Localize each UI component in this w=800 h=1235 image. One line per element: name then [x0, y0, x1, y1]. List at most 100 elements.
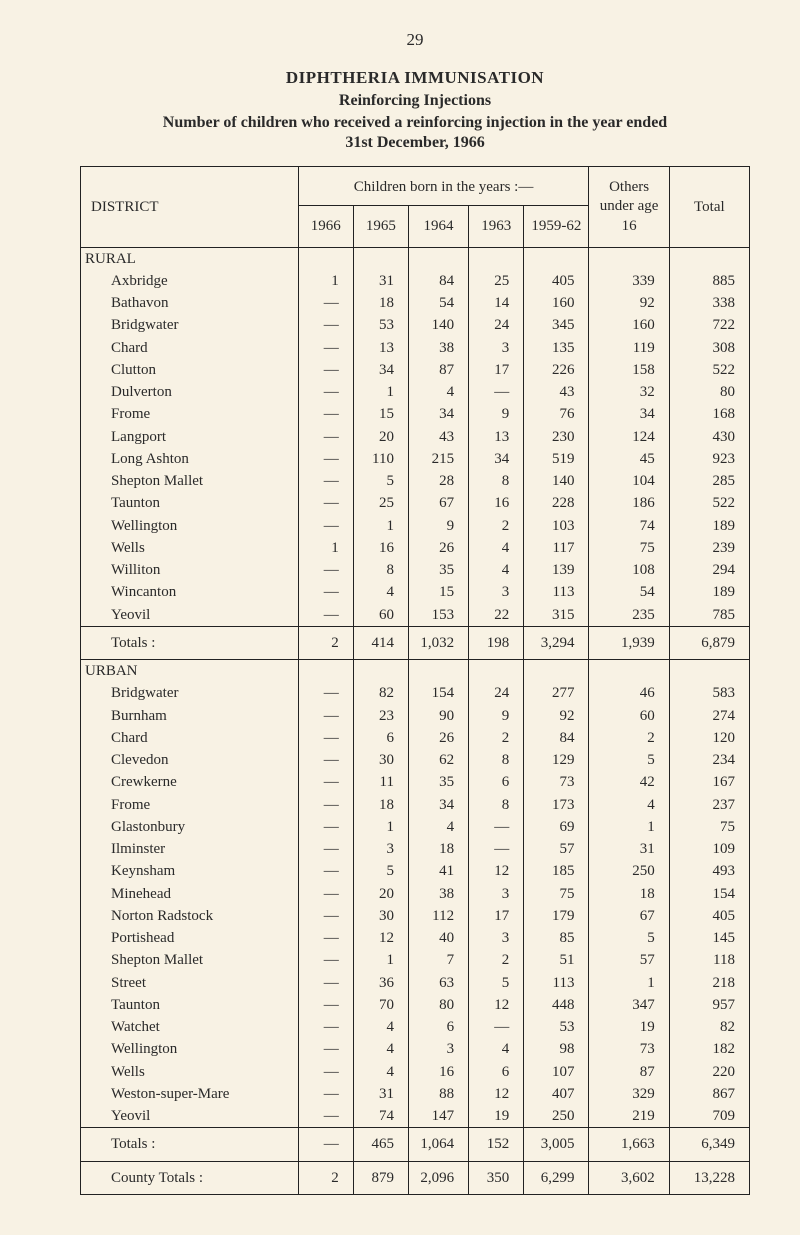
cell: 113	[524, 581, 589, 603]
county-totals-label: County Totals :	[81, 1161, 299, 1194]
header-1964: 1964	[408, 206, 468, 247]
section-label-row: URBAN	[81, 660, 750, 683]
cell: 18	[353, 794, 408, 816]
cell: —	[298, 905, 353, 927]
cell: 70	[353, 994, 408, 1016]
title-main: DIPHTHERIA IMMUNISATION	[80, 68, 750, 88]
cell: —	[298, 994, 353, 1016]
cell: 113	[524, 972, 589, 994]
cell: 218	[669, 972, 749, 994]
district-name: Minehead	[81, 883, 299, 905]
cell: 350	[469, 1161, 524, 1194]
cell: 220	[669, 1061, 749, 1083]
cell: 74	[353, 1105, 408, 1128]
cell	[524, 247, 589, 270]
district-name: Watchet	[81, 1016, 299, 1038]
cell: 53	[524, 1016, 589, 1038]
cell: —	[298, 1038, 353, 1060]
cell: 34	[408, 403, 468, 425]
cell: 108	[589, 559, 669, 581]
cell: 20	[353, 426, 408, 448]
cell: 20	[353, 883, 408, 905]
cell: —	[298, 1061, 353, 1083]
cell: 239	[669, 537, 749, 559]
cell: 80	[408, 994, 468, 1016]
cell: 338	[669, 292, 749, 314]
rural-totals-label: Totals :	[81, 626, 299, 659]
cell: 43	[408, 426, 468, 448]
table-row: Frome—153497634168	[81, 403, 750, 425]
cell: 16	[469, 492, 524, 514]
cell: —	[298, 883, 353, 905]
cell: —	[298, 771, 353, 793]
cell: 430	[669, 426, 749, 448]
table-row: Watchet—46—531982	[81, 1016, 750, 1038]
cell: 3,294	[524, 626, 589, 659]
urban-totals-section: Totals : — 465 1,064 152 3,005 1,663 6,3…	[81, 1128, 750, 1161]
cell	[589, 660, 669, 683]
cell: 17	[469, 359, 524, 381]
cell: 31	[353, 270, 408, 292]
cell: 140	[524, 470, 589, 492]
cell: 198	[469, 626, 524, 659]
cell: —	[469, 838, 524, 860]
cell: 407	[524, 1083, 589, 1105]
cell: —	[298, 559, 353, 581]
cell: 35	[408, 559, 468, 581]
table-row: Clevedon—306281295234	[81, 749, 750, 771]
table-row: Crewkerne—113567342167	[81, 771, 750, 793]
cell: 1	[298, 537, 353, 559]
cell: 17	[469, 905, 524, 927]
district-name: Clevedon	[81, 749, 299, 771]
cell: 230	[524, 426, 589, 448]
cell: 80	[669, 381, 749, 403]
district-name: Chard	[81, 727, 299, 749]
cell: 38	[408, 883, 468, 905]
table-row: Bridgwater—5314024345160722	[81, 314, 750, 336]
cell: 153	[408, 604, 468, 627]
cell: 168	[669, 403, 749, 425]
district-name: Langport	[81, 426, 299, 448]
district-name: Wells	[81, 537, 299, 559]
cell: —	[298, 927, 353, 949]
cell: 285	[669, 470, 749, 492]
district-name: Bathavon	[81, 292, 299, 314]
cell: 40	[408, 927, 468, 949]
cell: 119	[589, 337, 669, 359]
cell: 2,096	[408, 1161, 468, 1194]
cell: 75	[524, 883, 589, 905]
cell: 173	[524, 794, 589, 816]
cell: 1	[353, 381, 408, 403]
cell: 12	[469, 994, 524, 1016]
table-row: Bathavon—18541416092338	[81, 292, 750, 314]
cell: 15	[408, 581, 468, 603]
document-page: 29 DIPHTHERIA IMMUNISATION Reinforcing I…	[0, 0, 800, 1235]
cell: 4	[408, 381, 468, 403]
district-name: Ilminster	[81, 838, 299, 860]
cell: 87	[589, 1061, 669, 1083]
cell: 1,939	[589, 626, 669, 659]
cell: 117	[524, 537, 589, 559]
cell: 15	[353, 403, 408, 425]
cell: 85	[524, 927, 589, 949]
cell: 709	[669, 1105, 749, 1128]
cell: 75	[669, 816, 749, 838]
cell: 8	[353, 559, 408, 581]
cell: 186	[589, 492, 669, 514]
cell: 5	[353, 860, 408, 882]
title-sub1: Reinforcing Injections	[80, 92, 750, 110]
cell: 785	[669, 604, 749, 627]
cell: 1	[589, 972, 669, 994]
cell: —	[298, 381, 353, 403]
cell: 73	[589, 1038, 669, 1060]
cell: 82	[353, 682, 408, 704]
table-row: Norton Radstock—301121717967405	[81, 905, 750, 927]
cell: —	[298, 1083, 353, 1105]
table-row: Bridgwater—821542427746583	[81, 682, 750, 704]
cell: 160	[589, 314, 669, 336]
cell: 6	[469, 1061, 524, 1083]
cell: 294	[669, 559, 749, 581]
cell: —	[298, 860, 353, 882]
district-name: Bridgwater	[81, 314, 299, 336]
cell: 1	[353, 949, 408, 971]
